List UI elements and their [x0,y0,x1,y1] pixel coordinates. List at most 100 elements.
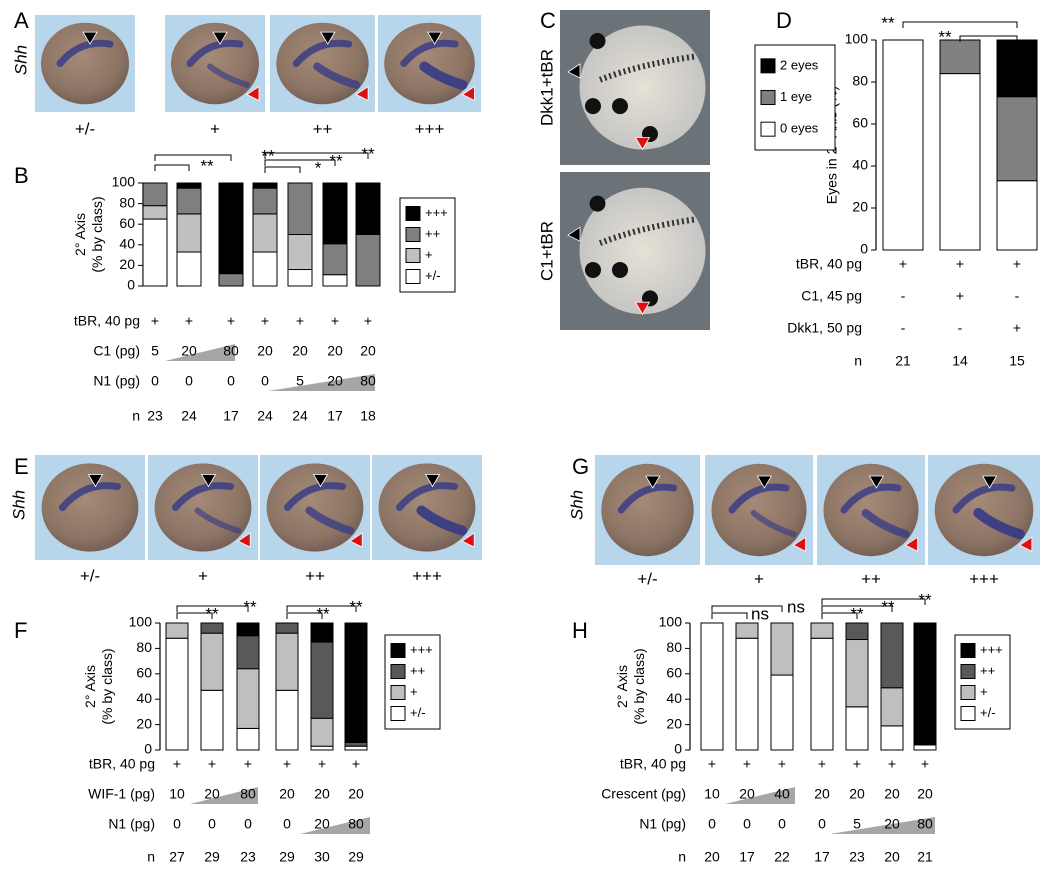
bar-segment [344,622,368,743]
bar-segment [322,182,348,245]
row-value: 29 [204,849,220,865]
row-value: 10 [169,786,185,802]
row-value: 80 [223,343,239,359]
bar-segment [810,622,834,639]
row-value: 0 [743,816,751,832]
bar-segment [700,622,724,751]
bar-segment [845,706,869,751]
image-label: +++ [969,569,999,588]
bar-segment [252,187,278,215]
row-value: 20 [327,343,343,359]
legend-label: ++ [410,663,425,678]
y-tick-label: 80 [136,639,152,655]
y-tick-label: 20 [852,199,868,215]
bar-segment [252,213,278,253]
y-tick-label: 60 [666,665,682,681]
shh-stripe-2 [207,63,250,88]
bar-segment [996,180,1038,251]
sig-bracket [264,159,336,166]
row-value: + [227,313,235,329]
row-value: + [364,313,372,329]
y-tick-label: 40 [666,690,682,706]
row-value: 17 [739,849,755,865]
row-value: 24 [257,408,273,424]
bar-segment [882,39,924,251]
row-value: 30 [314,849,330,865]
row-value: 0 [208,816,216,832]
image-label: ++ [305,566,325,585]
shh-stripe [59,482,121,511]
image-label: +++ [415,119,445,138]
bar-segment [913,744,937,751]
image-label: +/- [80,566,100,585]
sig-label: ** [881,13,895,32]
arrowhead [1019,536,1033,552]
row-value: - [901,320,906,336]
row-value: + [899,256,907,272]
shh-stripe [728,483,790,514]
row-value: + [853,756,861,772]
legend-swatch [760,58,776,74]
bar-segment [996,39,1038,98]
bar-segment [165,622,189,639]
bar-segment [200,622,224,634]
row-value: 20 [314,816,330,832]
bar-segment [880,622,904,689]
shh-stripe [172,482,234,511]
row-value: 20 [314,786,330,802]
shh-stripe-2 [750,510,797,538]
sig-bracket [264,166,301,173]
ramp-wedge [190,787,258,804]
gene-label: Shh [9,490,28,520]
row-value: 24 [292,408,308,424]
row-value: 20 [917,786,933,802]
legend-swatch [760,121,776,137]
bar-segment [176,213,202,253]
row-label: tBR, 40 pg [796,256,862,272]
row-value: + [352,756,360,772]
y-axis-label: 2° Axis [82,665,98,708]
row-value: + [956,288,964,304]
row-value: + [778,756,786,772]
bar-segment [770,674,794,751]
bar-segment [287,182,313,235]
row-label: N1 (pg) [93,373,140,389]
row-value: 20 [279,786,295,802]
panel-letter: F [14,618,27,643]
shh-stripe-2 [305,506,355,535]
legend-swatch [960,643,976,658]
row-value: 20 [884,786,900,802]
y-tick-label: 80 [666,639,682,655]
panel-letter: E [14,454,29,479]
shh-stripe-2 [419,61,468,90]
legend-label: +++ [425,205,448,220]
y-axis-label: (% by class) [99,648,115,724]
row-value: 21 [895,353,911,369]
y-tick-label: 80 [852,73,868,89]
bar-segment [287,234,313,271]
row-value: 17 [814,849,830,865]
arrowhead [320,31,336,45]
bar-segment [939,39,981,75]
row-value: 21 [917,849,933,865]
row-value: + [743,756,751,772]
bar-segment [287,269,313,287]
shh-stripe [617,483,678,514]
row-value: 23 [147,408,163,424]
y-tick-label: 0 [144,741,152,757]
panel-letter: C [540,8,556,33]
eye [589,195,606,212]
shh-stripe [400,39,459,67]
bar-segment [236,668,260,729]
row-value: 0 [283,816,291,832]
arrowhead [792,536,806,552]
legend-label: +++ [410,642,433,657]
y-tick-label: 100 [112,174,136,190]
arrowhead [200,474,217,488]
bar-segment [275,632,299,691]
bar-segment [176,182,202,189]
pigment [598,216,696,246]
legend-label: 1 eye [780,89,812,104]
row-value: 20 [181,343,197,359]
row-label: tBR, 40 pg [74,313,140,329]
